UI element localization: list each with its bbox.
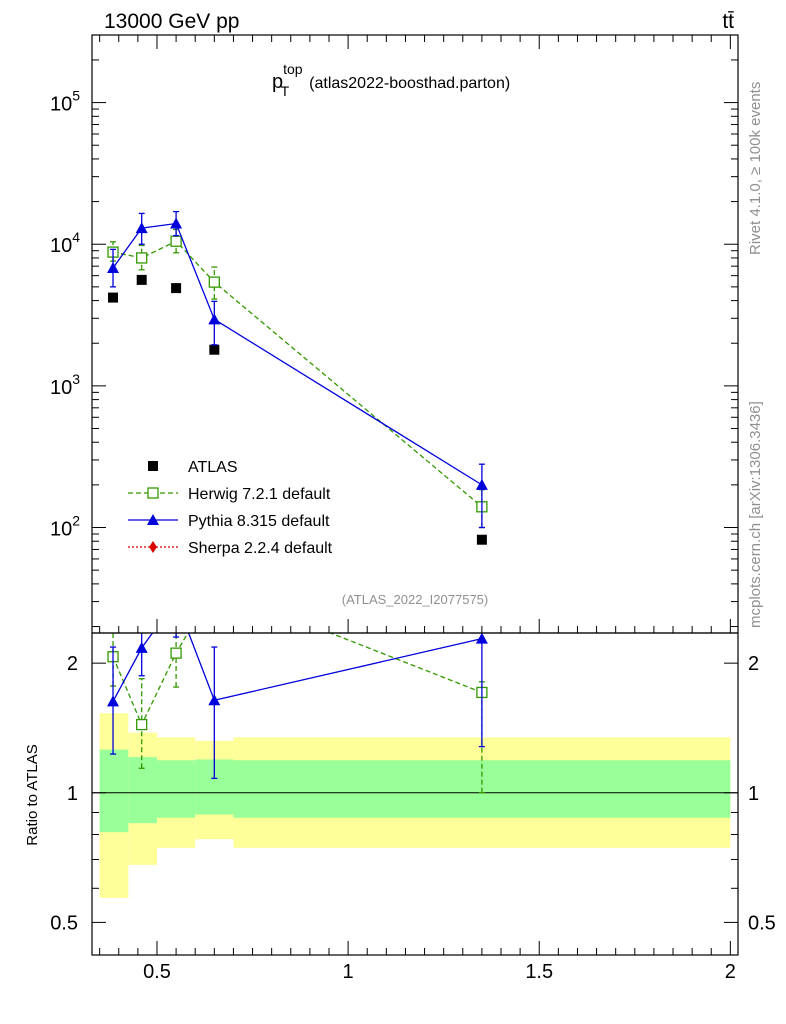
rivet-version-label: Rivet 4.1.0, ≥ 100k events: [747, 82, 764, 255]
main-y-tick-label: 103: [50, 371, 80, 399]
process-label: tt̄: [722, 10, 734, 33]
ratio-y-tick-label-right: 1: [748, 783, 759, 805]
x-tick-label: 2: [725, 961, 736, 983]
legend-marker-herwig: [147, 487, 159, 499]
tick-exponent: 4: [72, 229, 80, 245]
ratio-frame: [91, 632, 739, 956]
herwig-ratio-point: [170, 647, 182, 659]
herwig-ratio-point: [209, 582, 219, 592]
pythia-ratio-point: [208, 694, 221, 706]
legend-marker-pythia: [147, 514, 159, 525]
mcplots-label: mcplots.cern.ch [arXiv:1306.3436]: [747, 401, 764, 628]
herwig-point: [208, 276, 220, 288]
herwig-point: [136, 252, 148, 264]
pythia-ratio-line: [112, 633, 483, 702]
plot-title: ptop T (atlas2022-boosthad.parton): [272, 61, 510, 99]
x-ticks: 0.5 1 1.5 2: [99, 35, 736, 983]
main-y-tick-label: 102: [50, 513, 80, 541]
x-tick-label: 1.5: [525, 961, 553, 983]
atlas-point: [209, 344, 220, 355]
title-suffix: (atlas2022-boosthad.parton): [309, 75, 510, 92]
ratio-series: [107, 582, 488, 794]
ratio-bands: [99, 713, 731, 898]
ratio-y-ticks: 0.5 0.5 1 1 2 2: [50, 653, 776, 934]
pythia-point: [475, 478, 488, 490]
atlas-point: [136, 274, 147, 285]
legend-label-pythia: Pythia 8.315 default: [188, 513, 330, 530]
energy-label: 13000 GeV pp: [104, 10, 239, 33]
herwig-line: [112, 240, 483, 508]
x-tick-label: 0.5: [143, 961, 171, 983]
title-subscript: T: [281, 83, 290, 99]
main-y-tick-label: 104: [50, 229, 80, 257]
band-inner-bin: [128, 757, 157, 824]
x-tick-label: 1: [343, 961, 354, 983]
tick-base: 10: [50, 519, 72, 541]
main-y-tick-label: 105: [50, 88, 80, 116]
pythia-ratio-point: [135, 641, 148, 653]
herwig-ratio-point: [136, 718, 148, 731]
ratio-y-tick-label-left: 0.5: [50, 912, 78, 934]
legend-label-sherpa: Sherpa 2.2.4 default: [188, 540, 333, 557]
pythia-line: [112, 222, 483, 486]
atlas-point: [171, 283, 182, 294]
atlas-point: [476, 534, 487, 545]
tick-exponent: 5: [72, 88, 80, 104]
main-series: [107, 210, 488, 545]
ratio-y-tick-label-right: 2: [748, 653, 759, 675]
herwig-point: [170, 235, 182, 247]
title-superscript: top: [283, 61, 303, 77]
band-inner-bin: [99, 749, 129, 833]
pythia-point: [107, 261, 120, 273]
legend-label-atlas: ATLAS: [188, 459, 238, 476]
pythia-point: [170, 217, 183, 229]
tick-base: 10: [50, 94, 72, 116]
legend-marker-sherpa: [149, 541, 157, 553]
tick-base: 10: [50, 235, 72, 257]
title-p: p: [272, 71, 283, 93]
pythia-ratio-point: [170, 594, 182, 605]
tick-exponent: 2: [72, 513, 80, 529]
band-inner-bin: [156, 760, 196, 818]
ratio-ylabel: Ratio to ATLAS: [24, 744, 41, 845]
legend: ATLAS Herwig 7.2.1 default Pythia 8.315 de…: [128, 459, 333, 557]
legend-label-herwig: Herwig 7.2.1 default: [188, 486, 331, 503]
legend-marker-atlas: [148, 461, 158, 471]
tick-base: 10: [50, 377, 72, 399]
pythia-point: [135, 222, 148, 234]
pythia-ratio-point: [475, 633, 488, 644]
atlas-point: [108, 292, 119, 303]
herwig-ratio-line: [112, 633, 483, 727]
ratio-y-tick-label-left: 2: [67, 653, 78, 675]
analysis-tag: (ATLAS_2022_I2077575): [342, 592, 488, 607]
tick-exponent: 3: [72, 371, 80, 387]
pythia-point: [208, 313, 221, 325]
pythia-ratio-point: [107, 695, 120, 707]
ratio-y-tick-label-right: 0.5: [748, 912, 776, 934]
ratio-y-tick-label-left: 1: [67, 783, 78, 805]
